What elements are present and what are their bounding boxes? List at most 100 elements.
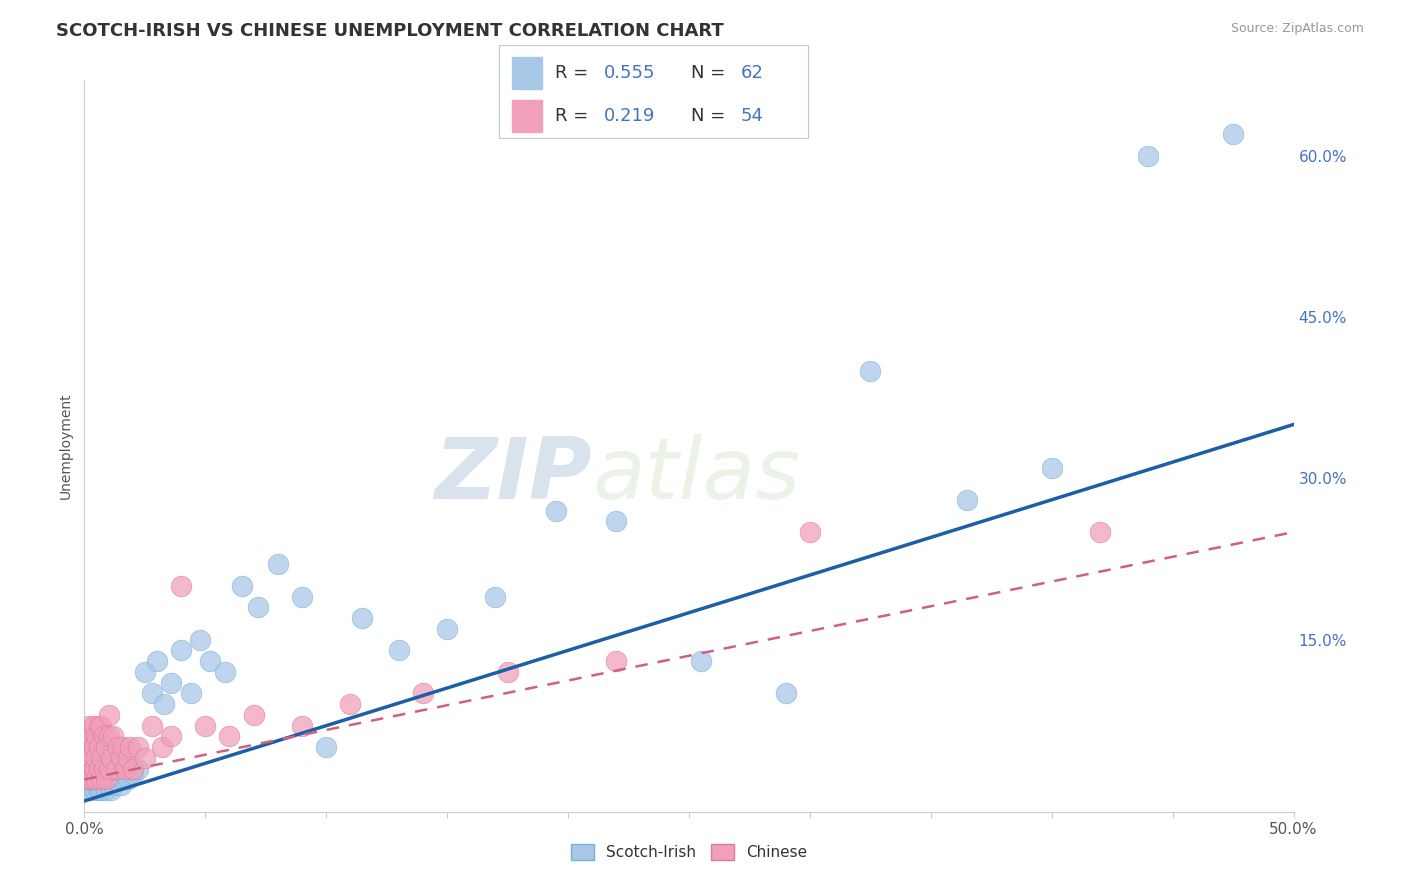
- Point: [80, 772, 103, 787]
- Text: R =: R =: [555, 107, 588, 125]
- Point: [80, 772, 103, 787]
- Point: [76, 778, 98, 792]
- Text: N =: N =: [690, 107, 725, 125]
- Point: [339, 697, 361, 711]
- Point: [100, 772, 122, 787]
- Point: [87, 778, 110, 792]
- Point: [242, 707, 264, 722]
- Point: [291, 719, 314, 733]
- Point: [114, 762, 136, 776]
- Point: [112, 772, 135, 787]
- Point: [77, 783, 100, 797]
- Point: [104, 762, 127, 776]
- Point: [86, 751, 108, 765]
- Point: [160, 675, 183, 690]
- Point: [77, 719, 100, 733]
- Point: [76, 751, 98, 765]
- Point: [76, 730, 98, 744]
- Point: [388, 643, 411, 657]
- Point: [94, 772, 117, 787]
- Point: [114, 767, 136, 781]
- Point: [605, 514, 627, 528]
- Point: [87, 783, 110, 797]
- Point: [87, 740, 110, 755]
- Point: [160, 730, 183, 744]
- Point: [121, 762, 143, 776]
- Point: [690, 654, 713, 668]
- Point: [544, 503, 567, 517]
- Point: [80, 778, 103, 792]
- Point: [86, 772, 108, 787]
- Point: [100, 783, 122, 797]
- Text: R =: R =: [555, 63, 588, 82]
- Point: [104, 772, 127, 787]
- Text: atlas: atlas: [592, 434, 800, 516]
- Point: [80, 751, 103, 765]
- Point: [94, 783, 117, 797]
- Point: [117, 772, 139, 787]
- Point: [412, 686, 434, 700]
- Point: [198, 654, 221, 668]
- Point: [77, 740, 100, 755]
- Point: [83, 762, 105, 776]
- Point: [194, 719, 217, 733]
- Point: [121, 767, 143, 781]
- Point: [100, 751, 122, 765]
- Point: [127, 762, 149, 776]
- Point: [83, 783, 105, 797]
- Point: [77, 772, 100, 787]
- Point: [146, 654, 169, 668]
- Point: [94, 740, 117, 755]
- Point: [214, 665, 236, 679]
- Point: [90, 772, 112, 787]
- Point: [153, 697, 176, 711]
- Text: 0.219: 0.219: [605, 107, 655, 125]
- Legend: Scotch-Irish, Chinese: Scotch-Irish, Chinese: [564, 838, 814, 866]
- Point: [267, 558, 290, 572]
- Point: [87, 772, 110, 787]
- Point: [231, 579, 253, 593]
- Point: [83, 740, 105, 755]
- Point: [127, 740, 149, 755]
- Point: [87, 762, 110, 776]
- Point: [605, 654, 627, 668]
- Point: [120, 740, 142, 755]
- Bar: [512, 100, 543, 132]
- Text: SCOTCH-IRISH VS CHINESE UNEMPLOYMENT CORRELATION CHART: SCOTCH-IRISH VS CHINESE UNEMPLOYMENT COR…: [56, 22, 724, 40]
- Point: [107, 740, 129, 755]
- Point: [107, 767, 129, 781]
- Point: [93, 762, 115, 776]
- Point: [86, 778, 108, 792]
- Point: [90, 783, 112, 797]
- Point: [86, 730, 108, 744]
- Point: [83, 772, 105, 787]
- Point: [97, 730, 120, 744]
- Point: [859, 364, 882, 378]
- Point: [484, 590, 506, 604]
- Point: [76, 783, 98, 797]
- Point: [1040, 460, 1063, 475]
- Point: [134, 751, 156, 765]
- Text: ZIP: ZIP: [434, 434, 592, 516]
- Point: [83, 767, 105, 781]
- Text: 62: 62: [741, 63, 763, 82]
- Text: N =: N =: [690, 63, 725, 82]
- Point: [94, 772, 117, 787]
- Point: [956, 492, 979, 507]
- Point: [134, 665, 156, 679]
- Point: [97, 767, 120, 781]
- Point: [86, 772, 108, 787]
- Point: [1088, 524, 1111, 539]
- Point: [1137, 148, 1160, 162]
- Point: [247, 600, 270, 615]
- Point: [90, 719, 112, 733]
- Point: [103, 778, 125, 792]
- Point: [436, 622, 458, 636]
- Text: 54: 54: [741, 107, 763, 125]
- Point: [775, 686, 797, 700]
- Point: [112, 740, 135, 755]
- Point: [180, 686, 202, 700]
- Point: [83, 719, 105, 733]
- Point: [97, 707, 120, 722]
- Point: [150, 740, 173, 755]
